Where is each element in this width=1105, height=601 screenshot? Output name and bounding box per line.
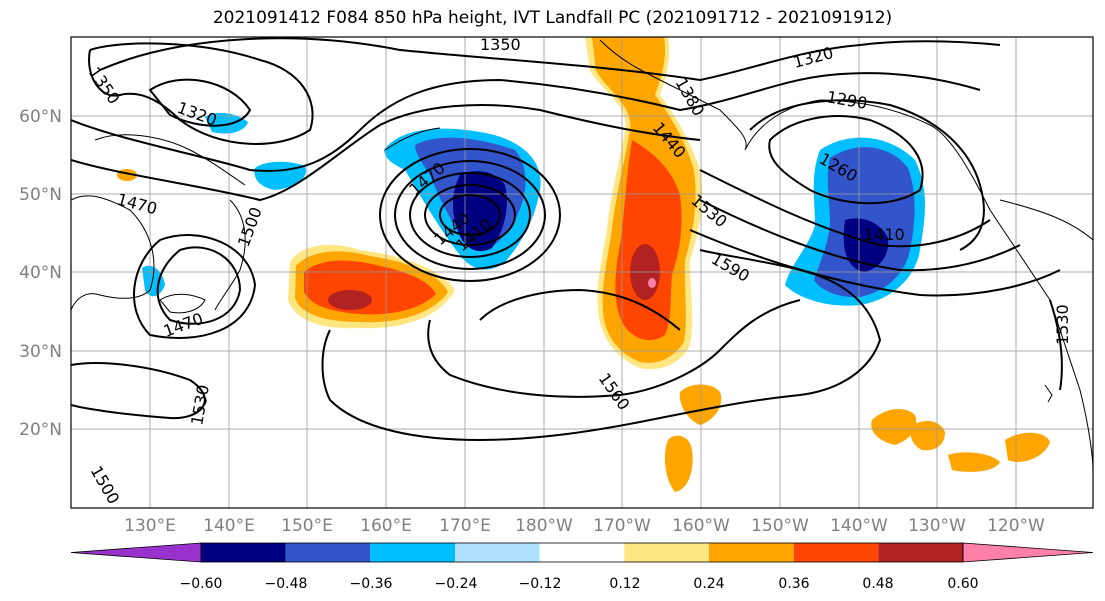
contour-label: 1410 <box>864 225 905 244</box>
height-contours <box>71 37 1063 442</box>
latitude-label: 50°N <box>19 185 62 205</box>
latitude-label: 40°N <box>19 263 62 283</box>
colorbar-tick-label: −0.48 <box>265 576 308 592</box>
colorbar-segment <box>624 543 709 562</box>
longitude-label: 120°W <box>987 516 1045 536</box>
colorbar-tick-label: 0.60 <box>947 576 978 592</box>
longitude-label: 160°W <box>672 516 730 536</box>
colorbar-segment <box>878 543 963 562</box>
colorbar-segment <box>285 543 371 562</box>
colorbar-tick-label: −0.36 <box>350 576 393 592</box>
colorbar-extend-low <box>70 542 202 563</box>
longitude-label: 170°E <box>439 516 491 536</box>
contour-label: 1350 <box>480 35 521 54</box>
longitude-label: 150°W <box>751 516 809 536</box>
colorbar: −0.60 −0.48 −0.36 −0.24 −0.12 0.12 0.24 … <box>70 542 1094 592</box>
longitude-label: 130°E <box>124 516 176 536</box>
colorbar-frame <box>200 542 964 563</box>
colorbar-tick-label: 0.12 <box>609 576 640 592</box>
colorbar-tick-label: 0.24 <box>693 576 724 592</box>
latitude-label: 30°N <box>19 342 62 362</box>
longitude-label: 170°W <box>593 516 651 536</box>
colorbar-tick-label: 0.48 <box>862 576 893 592</box>
colorbar-segment <box>709 543 794 562</box>
longitude-label: 140°E <box>203 516 255 536</box>
colorbar-extend-high <box>962 542 1094 563</box>
colorbar-segment <box>455 543 540 562</box>
longitude-label: 130°W <box>908 516 966 536</box>
latitude-label: 60°N <box>19 107 62 127</box>
plot-frame <box>70 36 1094 509</box>
colorbar-segments <box>70 542 1094 563</box>
longitude-label: 150°E <box>281 516 333 536</box>
map-title: 2021091412 F084 850 hPa height, IVT Land… <box>212 8 893 28</box>
contour-label: 1530 <box>1053 304 1072 345</box>
longitude-label: 180°W <box>515 516 573 536</box>
longitude-label: 140°W <box>830 516 888 536</box>
longitude-label: 160°E <box>360 516 412 536</box>
longitude-axis: 130°E 140°E 150°E 160°E 170°E 180°W 170°… <box>124 516 1045 536</box>
colorbar-segment <box>201 543 286 562</box>
gridlines <box>71 37 1093 508</box>
colorbar-segment <box>793 543 879 562</box>
latitude-axis: 60°N 50°N 40°N 30°N 20°N <box>19 107 62 440</box>
colorbar-tick-label: −0.12 <box>519 576 562 592</box>
colorbar-tick-label: 0.36 <box>778 576 809 592</box>
colorbar-segment <box>539 543 625 562</box>
colorbar-tick-label: −0.60 <box>180 576 223 592</box>
colorbar-ticks: −0.60 −0.48 −0.36 −0.24 −0.12 0.12 0.24 … <box>180 576 979 592</box>
colorbar-segment <box>370 543 455 562</box>
latitude-label: 20°N <box>19 420 62 440</box>
colorbar-tick-label: −0.24 <box>435 576 478 592</box>
